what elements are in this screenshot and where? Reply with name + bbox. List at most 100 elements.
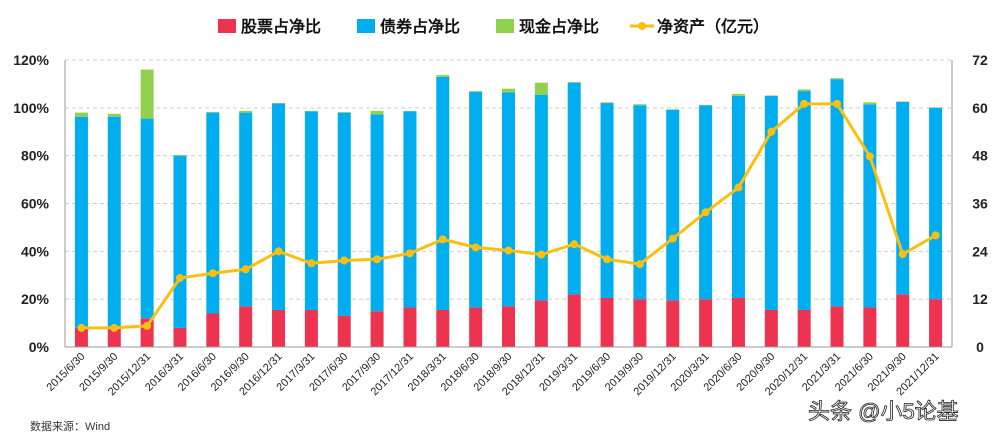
net-asset-line (77, 99, 940, 332)
bar-stock (699, 299, 713, 347)
net-asset-point (373, 255, 382, 264)
bar-cash (107, 113, 121, 117)
y-left-tick-label: 120% (13, 52, 49, 68)
bar-bond (107, 116, 121, 328)
bar-stock (863, 307, 877, 347)
bar-bond (370, 114, 384, 312)
bar-stock (534, 300, 548, 347)
legend-swatch (357, 19, 375, 33)
bar-cash (567, 82, 581, 83)
bar-bond (534, 94, 548, 301)
bar-stock (272, 309, 286, 347)
bar-cash (633, 104, 647, 106)
bar-stock (173, 327, 187, 347)
bar-cash (731, 93, 745, 96)
net-asset-point (800, 99, 809, 108)
bar-bond (731, 95, 745, 298)
y-left-tick-label: 40% (21, 243, 50, 259)
net-asset-point (635, 260, 644, 269)
bar-stock (797, 309, 811, 347)
bar-bond (140, 118, 154, 319)
bar-cash (173, 154, 187, 156)
bar-bond (863, 104, 877, 308)
bar-bond (436, 76, 450, 310)
bar-stock (896, 294, 910, 347)
bar-bond (337, 112, 351, 316)
y-right-tick-label: 36 (972, 196, 988, 212)
bar-cash (239, 110, 253, 113)
y-left-tick-label: 60% (21, 196, 50, 212)
bar-stock (600, 297, 614, 347)
net-asset-point (603, 255, 612, 264)
net-asset-point (340, 256, 349, 265)
y-right-tick-label: 60 (972, 100, 988, 116)
net-asset-point (537, 250, 546, 259)
bar-cash (74, 112, 88, 117)
legend-label: 净资产（亿元） (657, 17, 769, 36)
y-left-tick-label: 0% (29, 339, 50, 355)
bar-bond (206, 112, 220, 314)
bar-cash (863, 102, 877, 105)
bar-bond (403, 111, 417, 308)
bar-cash (534, 82, 548, 95)
bar-cash (600, 102, 614, 104)
net-asset-point (175, 274, 184, 283)
bar-bond (304, 111, 318, 310)
bar-bond (272, 103, 286, 310)
y-left-tick-label: 20% (21, 291, 50, 307)
net-asset-point (208, 269, 217, 278)
y-left-tick-label: 80% (21, 148, 50, 164)
bar-stock (764, 309, 778, 347)
bar-stock (107, 327, 121, 347)
bar-cash (436, 75, 450, 77)
net-asset-point (898, 250, 907, 259)
legend-label: 债券占净比 (380, 17, 460, 36)
legend-label: 股票占净比 (241, 17, 321, 36)
bar-stock (337, 315, 351, 347)
net-asset-point (471, 243, 480, 252)
legend-swatch-marker (638, 22, 646, 30)
net-asset-point (668, 234, 677, 243)
bar-bond (633, 105, 647, 300)
y-right-tick-label: 48 (972, 148, 988, 164)
bar-stock (567, 294, 581, 347)
legend: 股票占净比 债券占净比 现金占净比 净资产（亿元） (218, 17, 769, 36)
watermark: 头条 @小5论基 (808, 399, 959, 424)
bar-cash (469, 91, 483, 92)
net-asset-point (734, 183, 743, 192)
bar-bond (173, 155, 187, 328)
bar-bond (567, 82, 581, 295)
bar-cash (502, 88, 515, 93)
bar-cash (830, 78, 844, 80)
bar-bond (929, 107, 943, 300)
net-asset-point (931, 231, 940, 240)
net-asset-point (865, 152, 874, 161)
bar-bond (74, 116, 88, 328)
bar-stock (304, 309, 318, 347)
bar-cash (370, 110, 384, 115)
bar-stock (370, 311, 384, 347)
net-asset-point (833, 99, 842, 108)
bar-stock (502, 306, 515, 347)
bar-stock (666, 300, 680, 347)
bar-bond (239, 112, 253, 307)
net-asset-point (274, 247, 283, 256)
bar-stock (403, 307, 417, 347)
bar-stock (469, 307, 483, 347)
bar-stock (731, 297, 745, 347)
net-asset-point (307, 259, 316, 268)
net-asset-point (143, 321, 152, 330)
y-right-tick-label: 24 (972, 243, 988, 259)
bar-cash (797, 89, 811, 92)
y-right-tick-label: 0 (976, 339, 984, 355)
bar-bond (666, 109, 680, 301)
y-right-tick-label: 72 (972, 52, 988, 68)
y-right-tick-label: 12 (972, 291, 988, 307)
net-asset-point (701, 208, 710, 217)
bar-stock (239, 306, 253, 347)
source-note: 数据来源：Wind (30, 419, 110, 433)
y-left-tick-label: 100% (13, 100, 49, 116)
net-asset-point (77, 323, 86, 332)
bar-stock (830, 306, 844, 347)
